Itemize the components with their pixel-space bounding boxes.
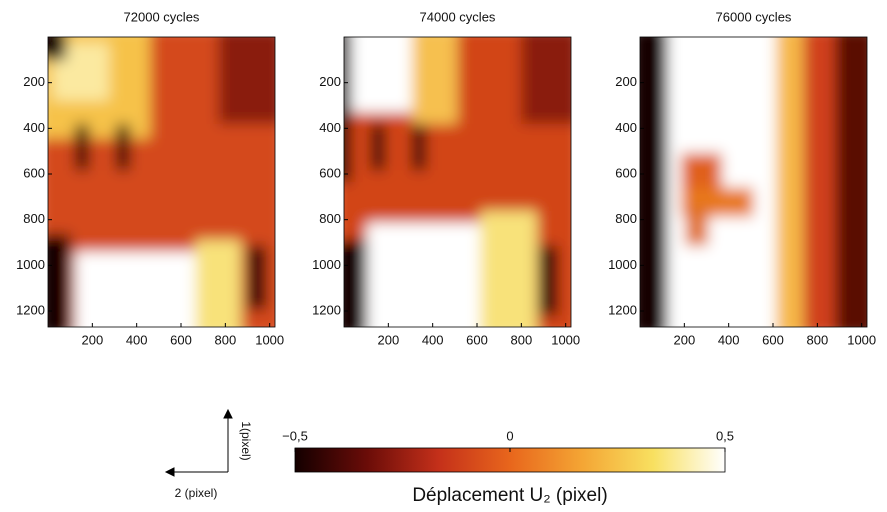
x-tick-label: 800 <box>214 332 236 347</box>
axis-1-label: 1(pixel) <box>239 421 253 460</box>
patch <box>344 240 367 327</box>
x-tick-label: 600 <box>170 332 192 347</box>
x-tick-label: 200 <box>81 332 103 347</box>
y-tick-label: 600 <box>319 165 341 180</box>
patch <box>218 37 275 124</box>
patch <box>371 124 385 171</box>
colorbar-tick-label: 0,5 <box>716 428 734 443</box>
y-tick-label: 1200 <box>608 302 637 317</box>
axis-2-label: 2 (pixel) <box>175 486 218 500</box>
patch <box>521 37 571 124</box>
colorbar-label: Déplacement U₂ (pixel) <box>412 485 607 506</box>
heatmap-texture <box>640 37 867 327</box>
colorbar-tick-label: −0,5 <box>282 428 308 443</box>
x-tick-label: 800 <box>510 332 532 347</box>
axes-frame <box>47 36 276 328</box>
y-tick-label: 1200 <box>16 302 45 317</box>
x-tick-label: 400 <box>718 332 740 347</box>
heatmap-image <box>48 37 275 327</box>
patch <box>344 37 351 182</box>
panel-title: 74000 cycles <box>420 9 496 24</box>
patch <box>685 205 709 246</box>
y-tick-label: 1000 <box>16 257 45 272</box>
heatmap-image <box>640 37 867 327</box>
patch <box>48 234 71 327</box>
y-tick-label: 600 <box>23 165 45 180</box>
x-tick-label: 200 <box>377 332 399 347</box>
x-tick-label: 800 <box>806 332 828 347</box>
x-tick-label: 400 <box>422 332 444 347</box>
y-tick-label: 200 <box>615 74 637 89</box>
axes-legend <box>164 408 233 477</box>
y-tick-label: 600 <box>615 165 637 180</box>
x-tick-label: 200 <box>673 332 695 347</box>
x-tick-label: 400 <box>126 332 148 347</box>
patch <box>835 37 867 327</box>
y-tick-label: 1000 <box>608 257 637 272</box>
x-tick-label: 600 <box>466 332 488 347</box>
panel-title: 76000 cycles <box>716 9 792 24</box>
y-tick-label: 400 <box>615 120 637 135</box>
colorbar-tick-label: 0 <box>506 428 513 443</box>
patch <box>116 124 130 171</box>
axes-frame <box>343 36 572 328</box>
axes-frame <box>639 36 868 328</box>
patch <box>195 240 241 327</box>
patch <box>366 222 492 327</box>
patch <box>539 245 558 316</box>
y-tick-label: 400 <box>319 120 341 135</box>
arrow-head <box>164 467 175 477</box>
y-tick-label: 200 <box>319 74 341 89</box>
patch <box>48 37 67 61</box>
patch <box>412 124 426 171</box>
patch <box>247 245 266 310</box>
y-tick-label: 1200 <box>312 302 341 317</box>
y-tick-label: 400 <box>23 120 45 135</box>
patch <box>412 37 458 124</box>
x-tick-label: 600 <box>762 332 784 347</box>
patch <box>75 124 89 171</box>
patch <box>803 37 840 327</box>
y-tick-label: 1000 <box>312 257 341 272</box>
y-tick-label: 800 <box>23 211 45 226</box>
y-tick-label: 200 <box>23 74 45 89</box>
patch <box>640 37 668 327</box>
patch <box>480 211 537 327</box>
panel-title: 72000 cycles <box>124 9 200 24</box>
y-tick-label: 800 <box>615 211 637 226</box>
x-tick-label: 1000 <box>551 332 580 347</box>
x-tick-label: 1000 <box>847 332 876 347</box>
x-tick-label: 1000 <box>255 332 284 347</box>
heatmap-texture <box>344 37 571 327</box>
heatmap-texture <box>48 37 275 327</box>
patch <box>75 251 212 327</box>
heatmap-image <box>344 37 571 327</box>
arrow-head <box>223 408 233 419</box>
y-tick-label: 800 <box>319 211 341 226</box>
